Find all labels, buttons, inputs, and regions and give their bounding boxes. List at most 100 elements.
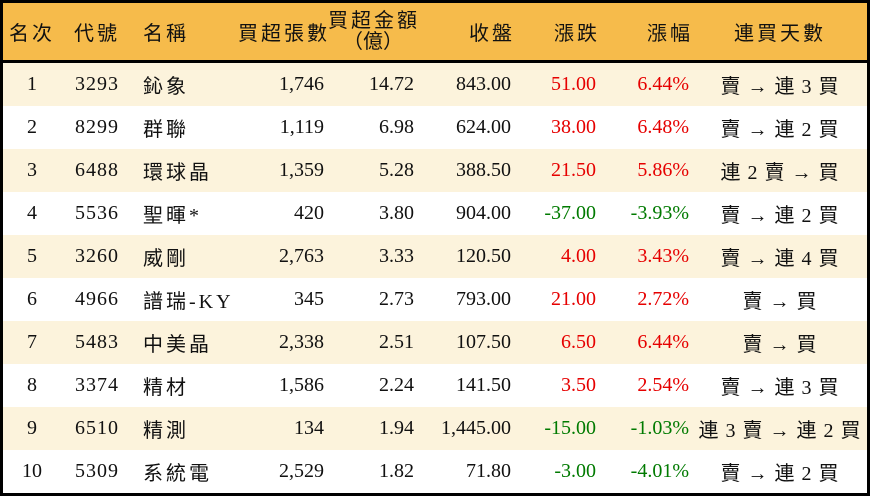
code-cell: 5483 <box>75 331 119 353</box>
change-cell: 3.50 <box>561 374 596 396</box>
name-cell: 中美晶 <box>143 334 212 356</box>
name-cell: 威剛 <box>143 248 189 270</box>
close-cell: 624.00 <box>456 116 511 138</box>
table-row: 9 6510 精測 134 1.94 1,445.00 -15.00 -1.03% 連 3 賣 … <box>3 407 867 450</box>
pct-cell: 5.86% <box>637 159 689 181</box>
name-cell: 系統電 <box>143 463 212 485</box>
pct-cell: 2.72% <box>637 288 689 310</box>
streak-cell: 賣 → 連 3 買 <box>720 377 840 399</box>
volume-cell: 1,586 <box>279 374 324 396</box>
header-amount: 買超金額 （億） <box>328 9 420 53</box>
code-cell: 6488 <box>75 159 119 181</box>
name-cell: 精測 <box>143 420 189 442</box>
header-change: 漲跌 <box>554 23 600 45</box>
close-cell: 1,445.00 <box>441 417 511 439</box>
streak-cell: 賣 → 連 4 買 <box>720 248 840 270</box>
close-cell: 793.00 <box>456 288 511 310</box>
close-cell: 843.00 <box>456 73 511 95</box>
name-cell: 聖暉* <box>143 205 202 227</box>
table-row: 8 3374 精材 1,586 2.24 141.50 3.50 2.54% 賣 → 連 3 買 <box>3 364 867 407</box>
change-cell: -15.00 <box>544 417 596 439</box>
name-cell: 環球晶 <box>143 162 212 184</box>
rank-cell: 10 <box>22 460 42 482</box>
amount-cell: 6.98 <box>379 116 414 138</box>
amount-cell: 5.28 <box>379 159 414 181</box>
table-header: 名次 代號 名稱 買超張數 買超金額 （億） 收盤 漲跌 漲幅 連買天數 <box>3 3 867 63</box>
header-pct: 漲幅 <box>647 23 693 45</box>
volume-cell: 1,746 <box>279 73 324 95</box>
close-cell: 120.50 <box>456 245 511 267</box>
rank-cell: 3 <box>27 159 37 181</box>
name-cell: 群聯 <box>143 119 189 141</box>
amount-cell: 1.82 <box>379 460 414 482</box>
header-amount-line1: 買超金額 <box>328 9 420 32</box>
pct-cell: 2.54% <box>637 374 689 396</box>
code-cell: 3293 <box>75 73 119 95</box>
pct-cell: -1.03% <box>630 417 689 439</box>
table-row: 5 3260 威剛 2,763 3.33 120.50 4.00 3.43% 賣 → 連 4 買 <box>3 235 867 278</box>
amount-cell: 2.51 <box>379 331 414 353</box>
close-cell: 71.80 <box>466 460 511 482</box>
volume-cell: 2,529 <box>279 460 324 482</box>
amount-cell: 14.72 <box>369 73 414 95</box>
streak-cell: 賣 → 連 2 買 <box>720 205 840 227</box>
code-cell: 4966 <box>75 288 119 310</box>
code-cell: 5309 <box>75 460 119 482</box>
volume-cell: 1,359 <box>279 159 324 181</box>
streak-cell: 賣 → 買 <box>742 291 818 313</box>
amount-cell: 1.94 <box>379 417 414 439</box>
code-cell: 3260 <box>75 245 119 267</box>
change-cell: 6.50 <box>561 331 596 353</box>
amount-cell: 3.33 <box>379 245 414 267</box>
rank-cell: 4 <box>27 202 37 224</box>
code-cell: 5536 <box>75 202 119 224</box>
table-row: 4 5536 聖暉* 420 3.80 904.00 -37.00 -3.93% 賣 → 連 2… <box>3 192 867 235</box>
table-row: 6 4966 譜瑞-KY 345 2.73 793.00 21.00 2.72% 賣 → 買 <box>3 278 867 321</box>
header-volume: 買超張數 <box>238 23 330 45</box>
pct-cell: 6.44% <box>637 331 689 353</box>
change-cell: 51.00 <box>551 73 596 95</box>
streak-cell: 賣 → 連 2 買 <box>720 463 840 485</box>
close-cell: 388.50 <box>456 159 511 181</box>
pct-cell: 6.48% <box>637 116 689 138</box>
streak-cell: 連 2 賣 → 買 <box>720 162 840 184</box>
code-cell: 3374 <box>75 374 119 396</box>
table-row: 2 8299 群聯 1,119 6.98 624.00 38.00 6.48% 賣 → 連 2 … <box>3 106 867 149</box>
name-cell: 精材 <box>143 377 189 399</box>
change-cell: 21.50 <box>551 159 596 181</box>
volume-cell: 134 <box>294 417 324 439</box>
code-cell: 8299 <box>75 116 119 138</box>
header-streak: 連買天數 <box>734 23 826 45</box>
name-cell: 譜瑞-KY <box>143 291 234 313</box>
volume-cell: 2,763 <box>279 245 324 267</box>
streak-cell: 賣 → 買 <box>742 334 818 356</box>
amount-cell: 2.73 <box>379 288 414 310</box>
table-row: 3 6488 環球晶 1,359 5.28 388.50 21.50 5.86% 連 2 賣 →… <box>3 149 867 192</box>
rank-cell: 9 <box>27 417 37 439</box>
table-body: 1 3293 鈊象 1,746 14.72 843.00 51.00 6.44% 賣 → 連 3… <box>3 63 867 493</box>
change-cell: -37.00 <box>544 202 596 224</box>
volume-cell: 1,119 <box>279 116 324 138</box>
table-row: 7 5483 中美晶 2,338 2.51 107.50 6.50 6.44% 賣 → 買 <box>3 321 867 364</box>
change-cell: -3.00 <box>554 460 596 482</box>
volume-cell: 345 <box>294 288 324 310</box>
table-row: 10 5309 系統電 2,529 1.82 71.80 -3.00 -4.01% 賣 → 連 … <box>3 450 867 493</box>
pct-cell: 3.43% <box>637 245 689 267</box>
volume-cell: 420 <box>294 202 324 224</box>
streak-cell: 賣 → 連 2 買 <box>720 119 840 141</box>
close-cell: 904.00 <box>456 202 511 224</box>
header-name: 名稱 <box>143 23 189 45</box>
amount-cell: 3.80 <box>379 202 414 224</box>
rank-cell: 7 <box>27 331 37 353</box>
header-close: 收盤 <box>469 23 515 45</box>
volume-cell: 2,338 <box>279 331 324 353</box>
streak-cell: 賣 → 連 3 買 <box>720 76 840 98</box>
pct-cell: -3.93% <box>630 202 689 224</box>
rank-cell: 2 <box>27 116 37 138</box>
header-code: 代號 <box>74 23 120 45</box>
change-cell: 4.00 <box>561 245 596 267</box>
name-cell: 鈊象 <box>143 76 189 98</box>
pct-cell: 6.44% <box>637 73 689 95</box>
change-cell: 38.00 <box>551 116 596 138</box>
